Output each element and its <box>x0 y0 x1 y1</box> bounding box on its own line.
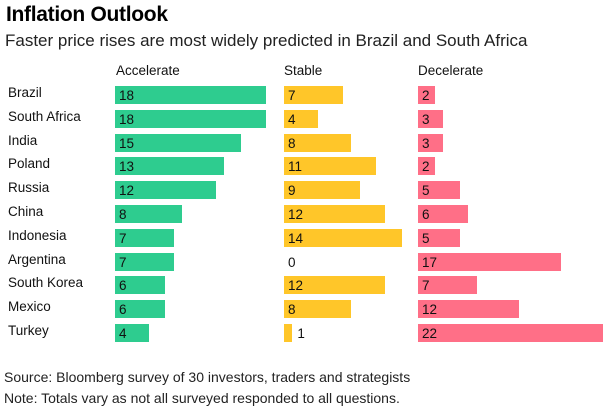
data-label-accelerate-south-korea: 6 <box>119 278 127 294</box>
bar-stable-brazil <box>284 86 343 104</box>
source-note: Source: Bloomberg survey of 30 investors… <box>4 369 411 385</box>
bar-accelerate-south-korea <box>115 276 166 295</box>
bar-stable-south-korea <box>284 276 385 295</box>
data-label-stable-argentina: 0 <box>288 254 296 270</box>
chart-subtitle: Faster price rises are most widely predi… <box>5 31 528 50</box>
data-label-accelerate-china: 8 <box>119 207 127 222</box>
bar-stable-russia <box>284 181 360 200</box>
data-label-stable-mexico: 8 <box>288 302 296 318</box>
footnote: Note: Totals vary as not all surveyed re… <box>4 390 400 406</box>
data-label-stable-brazil: 7 <box>288 88 296 103</box>
bar-decelerate-brazil <box>418 86 435 104</box>
bar-stable-india <box>284 133 352 152</box>
data-label-decelerate-indonesia: 5 <box>422 230 430 246</box>
row-label-indonesia: Indonesia <box>8 227 67 243</box>
bar-decelerate-poland <box>418 157 435 176</box>
data-label-accelerate-argentina: 7 <box>119 254 127 270</box>
column-header-decelerate: Decelerate <box>418 63 484 78</box>
data-label-accelerate-brazil: 18 <box>119 88 135 103</box>
bar-decelerate-argentina <box>418 252 561 271</box>
bar-stable-china <box>284 205 385 223</box>
row-label-south-korea: South Korea <box>8 275 84 291</box>
data-label-accelerate-turkey: 4 <box>119 326 127 341</box>
data-label-decelerate-turkey: 22 <box>422 326 438 341</box>
row-label-russia: Russia <box>8 180 50 196</box>
bar-decelerate-indonesia <box>418 228 460 247</box>
data-label-stable-india: 8 <box>288 135 296 151</box>
data-label-decelerate-south-africa: 3 <box>422 111 430 127</box>
bar-accelerate-poland <box>115 157 225 176</box>
row-label-south-africa: South Africa <box>8 108 81 124</box>
column-header-accelerate: Accelerate <box>116 63 180 78</box>
data-label-decelerate-china: 6 <box>422 207 430 222</box>
row-label-india: India <box>8 132 38 148</box>
bar-accelerate-south-africa <box>115 109 267 128</box>
data-label-stable-south-africa: 4 <box>288 111 296 127</box>
bar-decelerate-turkey <box>418 324 603 342</box>
bar-decelerate-india <box>418 133 444 152</box>
row-label-turkey: Turkey <box>8 323 49 338</box>
data-label-decelerate-poland: 2 <box>422 159 430 175</box>
bar-accelerate-indonesia <box>115 228 174 247</box>
data-label-accelerate-south-africa: 18 <box>119 111 135 127</box>
data-label-accelerate-poland: 13 <box>119 159 135 175</box>
row-label-china: China <box>8 204 44 219</box>
row-label-poland: Poland <box>8 156 51 172</box>
data-label-stable-china: 12 <box>288 207 304 222</box>
data-label-accelerate-indonesia: 7 <box>119 230 127 246</box>
chart-title: Inflation Outlook <box>6 3 168 26</box>
bar-stable-turkey <box>284 324 293 342</box>
bar-decelerate-south-africa <box>418 109 444 128</box>
data-label-decelerate-south-korea: 7 <box>422 278 430 294</box>
data-label-stable-indonesia: 14 <box>288 230 304 246</box>
data-label-accelerate-mexico: 6 <box>119 302 127 318</box>
bar-accelerate-russia <box>115 181 216 200</box>
data-label-decelerate-russia: 5 <box>422 183 430 199</box>
column-header-stable: Stable <box>284 63 323 78</box>
data-label-accelerate-india: 15 <box>119 135 135 151</box>
row-label-mexico: Mexico <box>8 299 51 315</box>
data-label-accelerate-russia: 12 <box>119 183 135 199</box>
bar-stable-south-africa <box>284 109 318 128</box>
bar-accelerate-turkey <box>115 324 149 342</box>
data-label-stable-turkey: 1 <box>297 326 305 341</box>
bar-accelerate-argentina <box>115 252 174 271</box>
bar-stable-mexico <box>284 300 352 319</box>
bar-accelerate-mexico <box>115 300 166 319</box>
bar-decelerate-south-korea <box>418 276 477 295</box>
data-label-decelerate-india: 3 <box>422 135 430 151</box>
row-label-brazil: Brazil <box>8 85 42 100</box>
bar-stable-indonesia <box>284 228 402 247</box>
bar-decelerate-china <box>418 205 469 223</box>
bar-accelerate-china <box>115 205 183 223</box>
bar-accelerate-brazil <box>115 86 267 104</box>
data-label-stable-south-korea: 12 <box>288 278 304 294</box>
row-label-argentina: Argentina <box>8 251 66 267</box>
data-label-stable-poland: 11 <box>288 159 303 175</box>
bar-accelerate-india <box>115 133 241 152</box>
data-label-stable-russia: 9 <box>288 183 296 199</box>
bar-stable-poland <box>284 157 377 176</box>
data-label-decelerate-brazil: 2 <box>422 88 430 103</box>
data-label-decelerate-argentina: 17 <box>422 254 438 270</box>
data-label-decelerate-mexico: 12 <box>422 302 438 318</box>
bar-decelerate-mexico <box>418 300 519 319</box>
bar-decelerate-russia <box>418 181 460 200</box>
